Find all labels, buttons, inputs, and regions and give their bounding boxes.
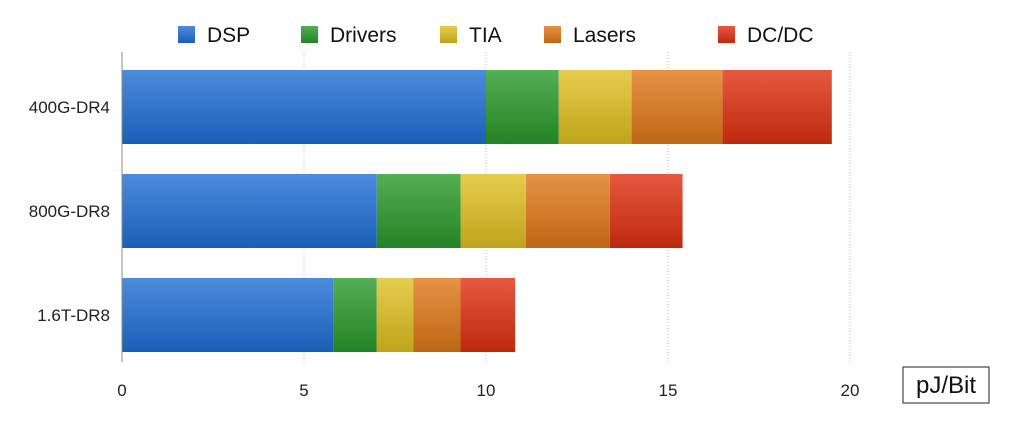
legend-label: Lasers — [573, 24, 636, 47]
legend-label: DSP — [207, 24, 250, 47]
bar-segment-dsp — [122, 278, 334, 352]
legend-label: DC/DC — [747, 24, 814, 47]
x-tick-label: 10 — [477, 381, 496, 400]
x-tick-label: 20 — [841, 381, 860, 400]
x-tick-label: 15 — [659, 381, 678, 400]
x-tick-label: 5 — [299, 381, 308, 400]
bar-segment-drivers — [333, 278, 377, 352]
bar-segment-tia — [376, 278, 414, 352]
bar-segment-lasers — [413, 278, 461, 352]
bar-segment-lasers — [631, 70, 723, 144]
bar-segment-tia — [558, 70, 632, 144]
legend-item: DC/DC — [718, 24, 814, 47]
legend-label: TIA — [469, 24, 502, 47]
legend-item: Drivers — [301, 24, 397, 47]
bar-segment-tia — [460, 174, 527, 248]
legend-swatch — [178, 26, 195, 43]
bar-segment-dsp — [122, 174, 377, 248]
legend-swatch — [440, 26, 457, 43]
bar-segment-dc-dc — [609, 174, 683, 248]
bar-segment-dsp — [122, 70, 486, 144]
category-label: 400G-DR4 — [29, 98, 110, 117]
legend-label: Drivers — [330, 24, 397, 47]
bar-segment-drivers — [486, 70, 559, 144]
legend-item: DSP — [178, 24, 250, 47]
legend-swatch — [301, 26, 318, 43]
legend-item: TIA — [440, 24, 502, 47]
x-tick-label: 0 — [117, 381, 126, 400]
bar-segment-dc-dc — [722, 70, 832, 144]
legend-swatch — [544, 26, 561, 43]
legend-item: Lasers — [544, 24, 636, 47]
category-label: 800G-DR8 — [29, 202, 110, 221]
legend-swatch — [718, 26, 735, 43]
bar-segment-lasers — [526, 174, 610, 248]
bar-segment-drivers — [376, 174, 461, 248]
bar-segment-dc-dc — [460, 278, 516, 352]
x-axis-label: pJ/Bit — [916, 372, 976, 399]
x-axis-label-box: pJ/Bit — [902, 366, 990, 404]
category-label: 1.6T-DR8 — [37, 306, 110, 325]
